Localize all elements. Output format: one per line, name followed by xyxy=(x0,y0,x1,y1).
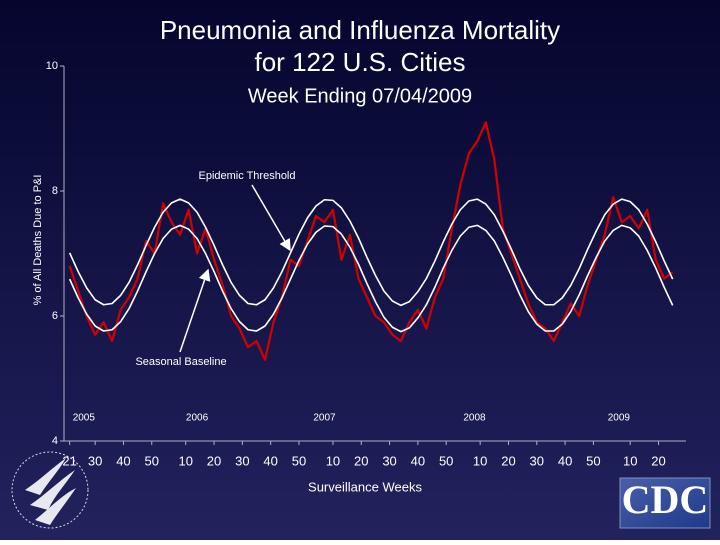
x-axis-label: Surveillance Weeks xyxy=(308,479,422,494)
x-tick-label: 20 xyxy=(501,453,515,468)
x-tick-label: 50 xyxy=(145,453,159,468)
annotation-arrow xyxy=(179,268,211,353)
annotation: Seasonal Baseline xyxy=(135,356,226,368)
plot-area: 4 6 8 10 21 30 40 50 10 20 30 40 50 10 20 30 40 50 10 20 30 4… xyxy=(46,60,674,468)
y-tick-label: 8 xyxy=(52,185,58,197)
series-line xyxy=(68,198,674,307)
x-tick-label: 40 xyxy=(116,453,130,468)
series-line xyxy=(68,121,674,361)
x-tick-label: 21 xyxy=(62,453,76,468)
year-label: 2008 xyxy=(463,413,486,424)
y-tick-label: 6 xyxy=(52,310,58,322)
x-tick-label: 10 xyxy=(326,453,340,468)
y-tick-label: 10 xyxy=(46,60,58,72)
x-tick-label: 40 xyxy=(558,453,572,468)
hhs-seal xyxy=(11,451,89,529)
year-label: 2006 xyxy=(186,413,209,424)
annotation: Epidemic Threshold xyxy=(198,170,295,182)
y-axis-label: % of All Deaths Due to P&I xyxy=(32,175,44,306)
year-label: 2007 xyxy=(313,413,336,424)
x-tick-label: 50 xyxy=(439,453,453,468)
x-tick-label: 20 xyxy=(354,453,368,468)
x-tick-label: 50 xyxy=(292,453,306,468)
logo-text: CDC xyxy=(622,477,709,522)
x-tick-label: 30 xyxy=(88,453,102,468)
x-tick-label: 50 xyxy=(586,453,600,468)
cdc-logo: CDC xyxy=(619,477,711,529)
chart-title: Pneumonia and Influenza Mortality xyxy=(160,15,560,45)
series-line xyxy=(68,224,674,333)
year-label: 2005 xyxy=(73,413,96,424)
x-tick-label: 30 xyxy=(235,453,249,468)
year-label: 2009 xyxy=(608,413,631,424)
x-tick-label: 40 xyxy=(411,453,425,468)
annotation-arrow xyxy=(251,184,291,252)
x-tick-label: 10 xyxy=(473,453,487,468)
x-tick-label: 40 xyxy=(263,453,277,468)
x-tick-label: 10 xyxy=(179,453,193,468)
chart-subtitle: Week Ending 07/04/2009 xyxy=(248,85,472,107)
y-tick-label: 4 xyxy=(52,435,58,447)
x-tick-label: 20 xyxy=(651,453,665,468)
x-tick-label: 10 xyxy=(623,453,637,468)
x-tick-label: 20 xyxy=(207,453,221,468)
x-tick-label: 30 xyxy=(382,453,396,468)
x-tick-label: 30 xyxy=(530,453,544,468)
chart-title: for 122 U.S. Cities xyxy=(255,47,466,77)
